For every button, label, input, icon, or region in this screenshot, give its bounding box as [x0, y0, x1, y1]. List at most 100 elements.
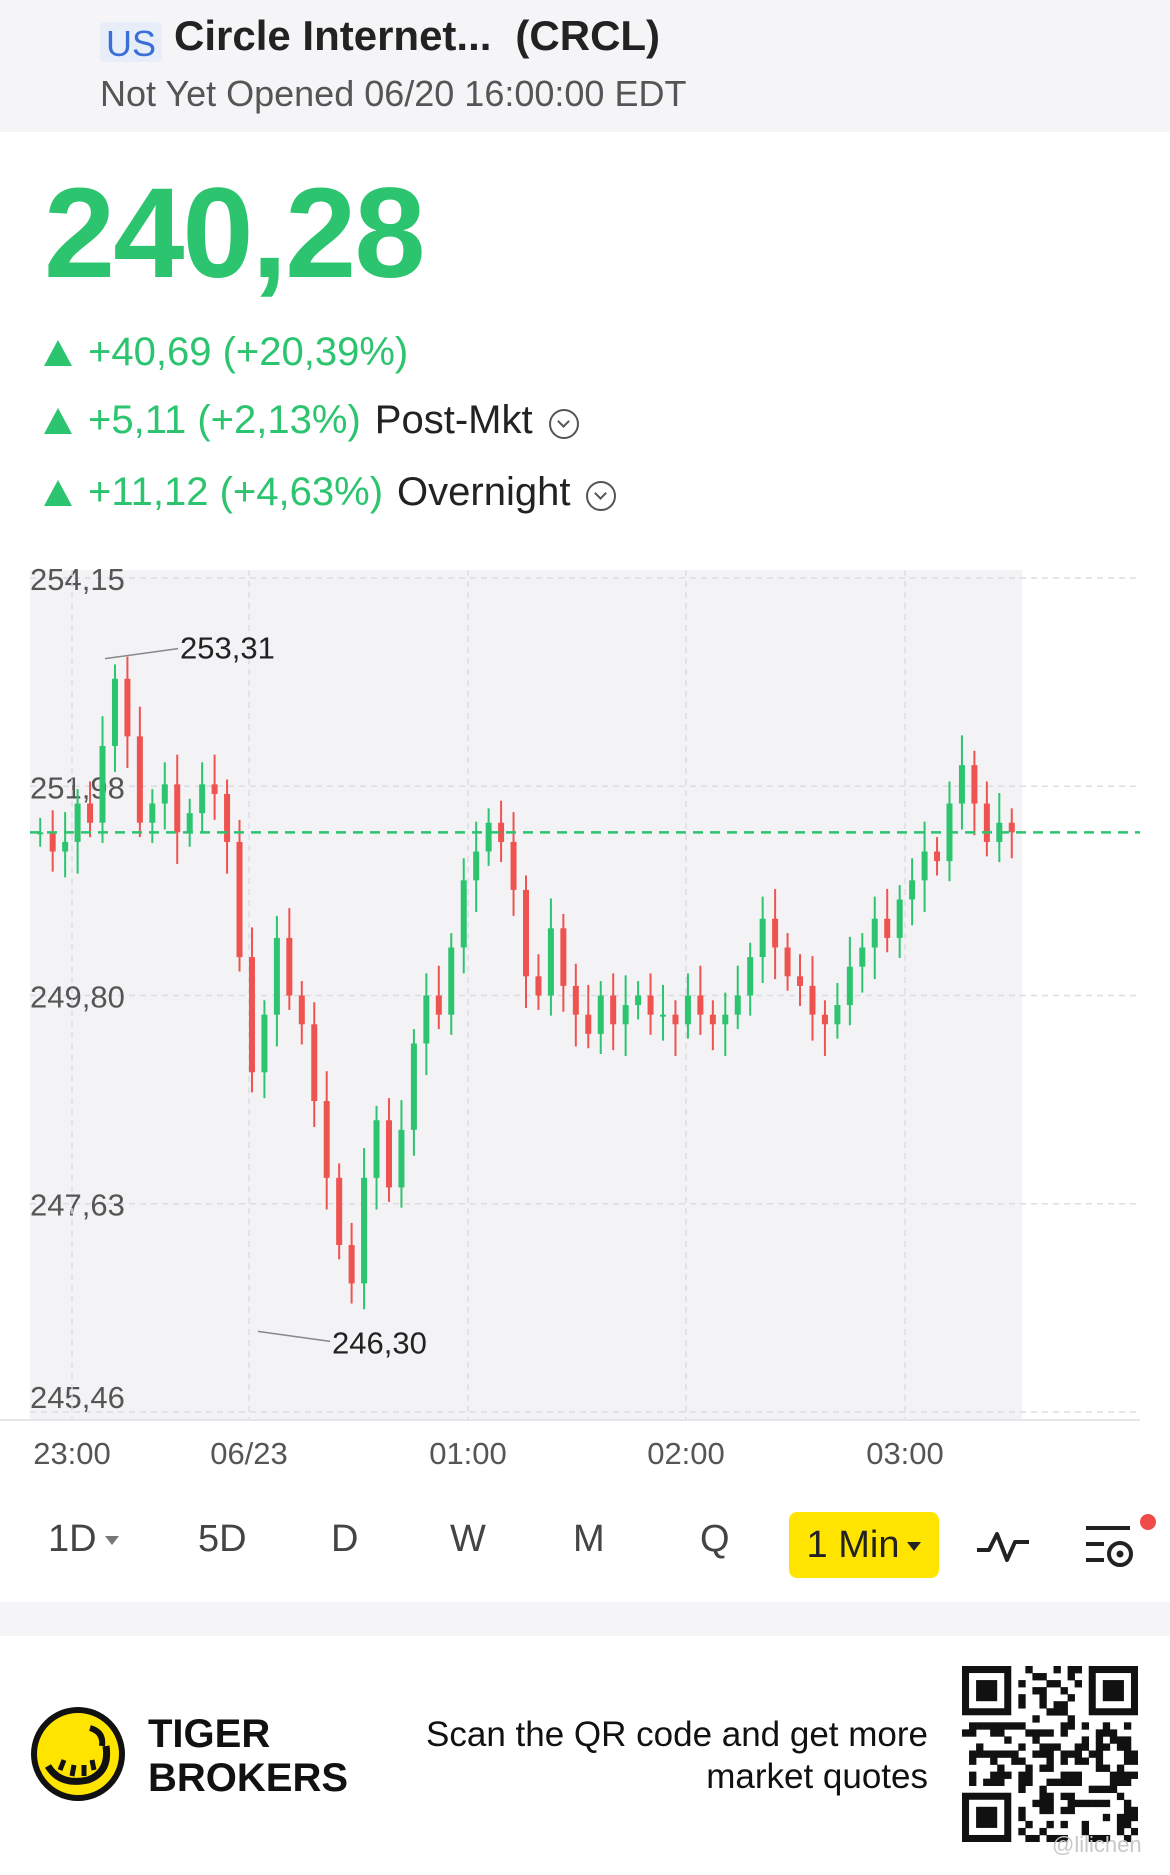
x-tick-label: 01:00	[429, 1436, 507, 1471]
candle-body	[248, 957, 255, 1073]
candle-body	[199, 784, 206, 814]
day-change-row: +40,69 (+20,39%)	[44, 330, 408, 375]
candle-body	[211, 784, 218, 794]
candle-body	[871, 918, 878, 948]
stock-ticker: (CRCL)	[515, 12, 661, 59]
market-badge: US	[100, 22, 163, 64]
up-arrow-icon	[44, 479, 72, 506]
overnight-label: Overnight	[397, 470, 571, 514]
candle-body	[261, 1014, 268, 1073]
y-tick-label: 247,63	[30, 1188, 125, 1223]
x-tick-label: 02:00	[647, 1436, 725, 1471]
candle-body	[273, 937, 280, 1015]
stock-title[interactable]: Circle Internet... (CRCL)	[174, 12, 660, 60]
tab-1d[interactable]: 1D	[48, 1518, 119, 1561]
candle-body	[585, 1014, 592, 1034]
candle-body	[186, 813, 193, 833]
candle-body	[784, 947, 791, 977]
candle-body	[560, 928, 567, 986]
last-price: 240,28	[44, 162, 425, 305]
market-status: Not Yet Opened 06/20 16:00:00 EDT	[100, 73, 687, 114]
candle-body	[448, 947, 455, 1015]
candle-body	[535, 976, 542, 996]
price-chart[interactable]: 254,15 251,98 249,80 247,63 245,46 23:00 06/23…	[0, 560, 1170, 1480]
x-tick-label: 23:00	[33, 1436, 111, 1471]
candle-body	[99, 745, 106, 823]
candle-body	[435, 995, 442, 1015]
candle-body	[87, 803, 94, 823]
x-tick-label: 06/23	[210, 1436, 288, 1471]
overnight-row[interactable]: +11,12 (+4,63%) Overnight	[44, 470, 617, 515]
tiger-logo-icon	[31, 1707, 125, 1801]
candle-body	[174, 784, 181, 833]
candle-body	[224, 793, 231, 842]
high-leader	[104, 647, 179, 660]
candle-body	[647, 995, 654, 1015]
day-change: +40,69 (+20,39%)	[88, 330, 409, 374]
candle-body	[473, 851, 480, 881]
candle-body	[410, 1043, 417, 1130]
candle-body	[236, 841, 243, 958]
tab-5d[interactable]: 5D	[198, 1518, 247, 1560]
period-tabs: 1D 5D D W M Q 1 Min	[0, 1500, 1170, 1590]
candle-body	[797, 976, 804, 986]
post-market-change: +5,11 (+2,13%)	[88, 398, 361, 442]
indicator-icon[interactable]	[975, 1520, 1031, 1570]
candle-body	[348, 1245, 355, 1284]
candle-body	[373, 1120, 380, 1178]
candle-body	[74, 803, 81, 842]
candle-body	[958, 765, 965, 804]
up-arrow-icon	[44, 339, 72, 366]
candle-body	[759, 918, 766, 958]
y-tick-label: 245,46	[30, 1380, 125, 1415]
candle-body	[523, 889, 529, 977]
candle-body	[1008, 822, 1015, 833]
tab-q[interactable]: Q	[700, 1518, 730, 1560]
candle-body	[834, 1005, 841, 1025]
candle-body	[361, 1177, 368, 1284]
candle-body	[859, 947, 866, 967]
candle-body	[983, 803, 990, 842]
candle-body	[161, 784, 168, 804]
candle-body	[934, 851, 941, 862]
candle-body	[622, 1005, 629, 1025]
footer-banner: TIGER BROKERS Scan the QR code and get m…	[0, 1636, 1170, 1875]
low-label: 246,30	[332, 1325, 427, 1360]
candle-body	[298, 995, 305, 1025]
candle-body	[846, 966, 853, 1006]
scan-prompt: Scan the QR code and get more market quo…	[426, 1715, 928, 1796]
candle-body	[124, 678, 131, 737]
divider	[0, 1602, 1170, 1636]
candle-body	[809, 985, 816, 1015]
chart-settings-icon[interactable]	[1082, 1520, 1138, 1572]
candle-body	[311, 1024, 318, 1102]
tab-d[interactable]: D	[331, 1518, 359, 1560]
candle-body	[547, 928, 554, 996]
interval-selector[interactable]: 1 Min	[789, 1512, 939, 1578]
tab-m[interactable]: M	[573, 1518, 605, 1560]
post-market-row[interactable]: +5,11 (+2,13%) Post-Mkt	[44, 398, 579, 443]
y-tick-label: 254,15	[30, 562, 125, 597]
overnight-change: +11,12 (+4,63%)	[88, 470, 384, 514]
chevron-down-icon[interactable]	[548, 408, 579, 439]
watermark: @lilichen	[1052, 1832, 1142, 1857]
candle-body	[884, 918, 891, 938]
candle-body	[149, 803, 156, 823]
candle-body	[672, 1014, 679, 1025]
stock-name: Circle Internet...	[174, 12, 492, 59]
candle-body	[62, 841, 69, 852]
candle-body	[510, 841, 517, 890]
candle-body	[460, 880, 467, 948]
candle-body	[485, 822, 492, 852]
x-tick-label: 03:00	[866, 1436, 944, 1471]
candle-body	[909, 880, 916, 900]
tab-w[interactable]: W	[450, 1518, 486, 1560]
candle-body	[772, 918, 779, 948]
candle-body	[660, 1014, 667, 1017]
candle-body	[684, 995, 691, 1025]
chevron-down-icon[interactable]	[586, 480, 617, 511]
candle-body	[398, 1129, 405, 1188]
candle-body	[697, 995, 704, 1015]
candle-body	[336, 1177, 343, 1246]
